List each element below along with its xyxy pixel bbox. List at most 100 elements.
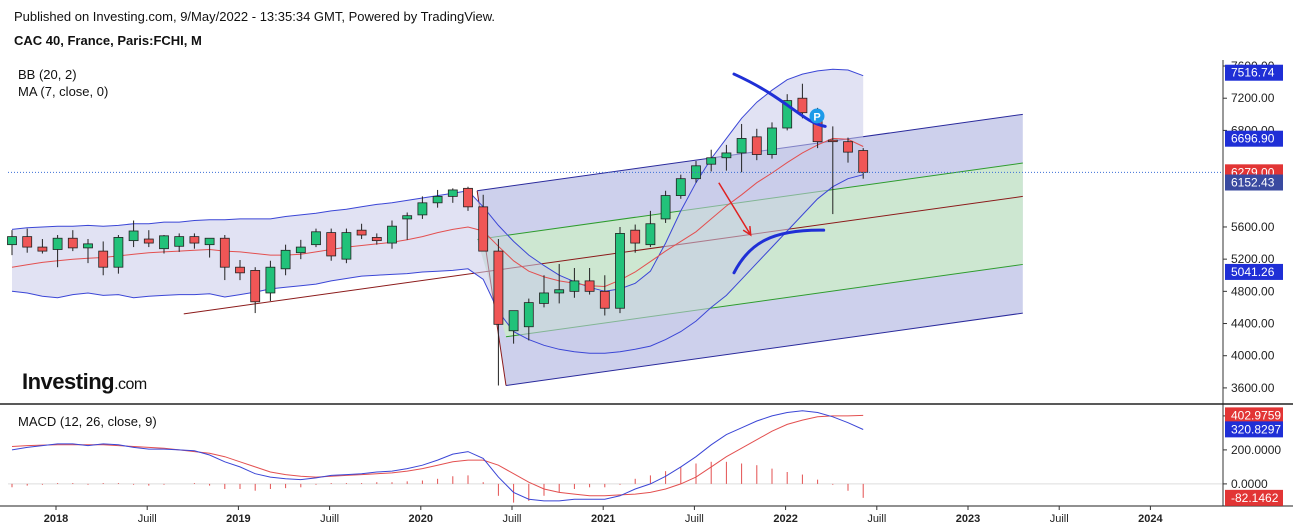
candle-body <box>250 270 261 303</box>
candle <box>159 235 169 254</box>
candle <box>675 174 686 199</box>
candle <box>478 194 489 252</box>
candle <box>341 228 352 264</box>
candle <box>645 210 656 248</box>
pitchfork-median-line <box>183 195 1023 315</box>
candle-body <box>645 223 656 246</box>
candle-body <box>463 187 473 208</box>
price-tag-label: 7516.74 <box>1231 66 1275 80</box>
macd-indicator-label[interactable]: MACD (12, 26, close, 9) <box>18 414 157 429</box>
x-tick-label: 2023 <box>956 513 980 525</box>
candle <box>751 128 762 161</box>
candle-body <box>295 246 306 254</box>
candle <box>143 230 154 248</box>
candle <box>827 126 838 215</box>
candle-body <box>554 289 565 294</box>
candle-body <box>706 157 717 165</box>
candle-body <box>83 243 93 249</box>
candle-body <box>584 280 595 292</box>
candle <box>539 275 549 308</box>
macd-y-tick-label: 200.0000 <box>1231 443 1281 457</box>
candle-body <box>402 215 413 220</box>
main-price-pane[interactable]: P <box>7 68 1224 386</box>
candle-body <box>98 250 109 268</box>
y-tick-label: 4800.00 <box>1231 284 1275 298</box>
pin-marker-icon: P <box>809 108 825 124</box>
candle <box>767 122 777 159</box>
y-tick-label: 7200.00 <box>1231 91 1275 105</box>
candle-body <box>159 235 169 250</box>
candle <box>356 223 367 240</box>
candle-body <box>508 310 519 332</box>
bb-fill <box>12 69 864 354</box>
candle-body <box>797 97 808 114</box>
candle-body <box>189 236 200 244</box>
candle <box>615 226 625 314</box>
candle-body <box>432 195 443 204</box>
candle <box>52 235 63 268</box>
candle <box>67 230 78 252</box>
x-tick-label: 2021 <box>591 513 615 525</box>
x-tick-label: 2019 <box>226 513 250 525</box>
candle-body <box>417 202 428 216</box>
candle-body <box>341 232 352 260</box>
candle <box>219 235 230 281</box>
candle-body <box>143 238 154 244</box>
candle <box>463 186 473 211</box>
price-tag: 6696.90 <box>1225 130 1283 147</box>
x-tick-label: Juill <box>1050 513 1069 525</box>
macd-pane[interactable] <box>8 410 1223 503</box>
candle-body <box>326 232 337 257</box>
price-tag-label: 6696.90 <box>1231 132 1275 146</box>
candle <box>22 228 33 253</box>
price-tag-label: 6152.43 <box>1231 176 1275 190</box>
candle-body <box>204 237 215 246</box>
candle <box>782 94 793 131</box>
candle-body <box>675 178 686 196</box>
y-tick-label: 5600.00 <box>1231 220 1275 234</box>
macd-tag-bg <box>1225 407 1283 424</box>
price-tag: 6152.43 <box>1225 174 1283 191</box>
candle <box>128 220 139 248</box>
candle-body <box>37 246 48 252</box>
candle-body <box>371 237 382 242</box>
x-tick-label: 2022 <box>773 513 797 525</box>
x-tick-label: Juill <box>503 513 522 525</box>
candle <box>554 263 565 304</box>
published-caption: Published on Investing.com, 9/May/2022 -… <box>14 9 496 24</box>
candle <box>37 239 48 254</box>
price-tag-bg <box>1225 130 1283 147</box>
candle <box>660 190 671 223</box>
candle-body <box>235 266 245 274</box>
candle <box>402 212 413 240</box>
macd-line <box>11 410 864 502</box>
candle <box>265 260 276 301</box>
y-tick-label: 4000.00 <box>1231 349 1275 363</box>
candle <box>250 267 261 314</box>
candle-body <box>128 230 139 242</box>
bb-indicator-label[interactable]: BB (20, 2) <box>18 67 77 82</box>
candle <box>326 228 337 261</box>
macd-tag: 402.9759 <box>1225 407 1283 424</box>
axes: 7600.007200.006800.005600.005200.004800.… <box>0 59 1293 525</box>
candle <box>706 149 717 172</box>
candle <box>493 239 504 386</box>
candle <box>83 239 93 264</box>
ma-indicator-label[interactable]: MA (7, close, 0) <box>18 84 109 99</box>
macd-tag: -82.1462 <box>1225 489 1283 506</box>
candle-body <box>311 231 321 246</box>
candle-body <box>827 139 838 143</box>
candle <box>174 233 185 252</box>
candle <box>569 268 580 298</box>
candle <box>599 275 610 316</box>
candle <box>417 196 428 219</box>
candle-body <box>219 237 230 268</box>
candle <box>630 224 641 253</box>
candle <box>7 230 17 256</box>
x-tick-label: Juill <box>685 513 704 525</box>
candle <box>98 241 109 276</box>
candle <box>204 237 215 258</box>
price-tag-label: 5041.26 <box>1231 265 1275 279</box>
price-tag-bg <box>1225 263 1283 280</box>
x-tick-label: Juill <box>138 513 157 525</box>
